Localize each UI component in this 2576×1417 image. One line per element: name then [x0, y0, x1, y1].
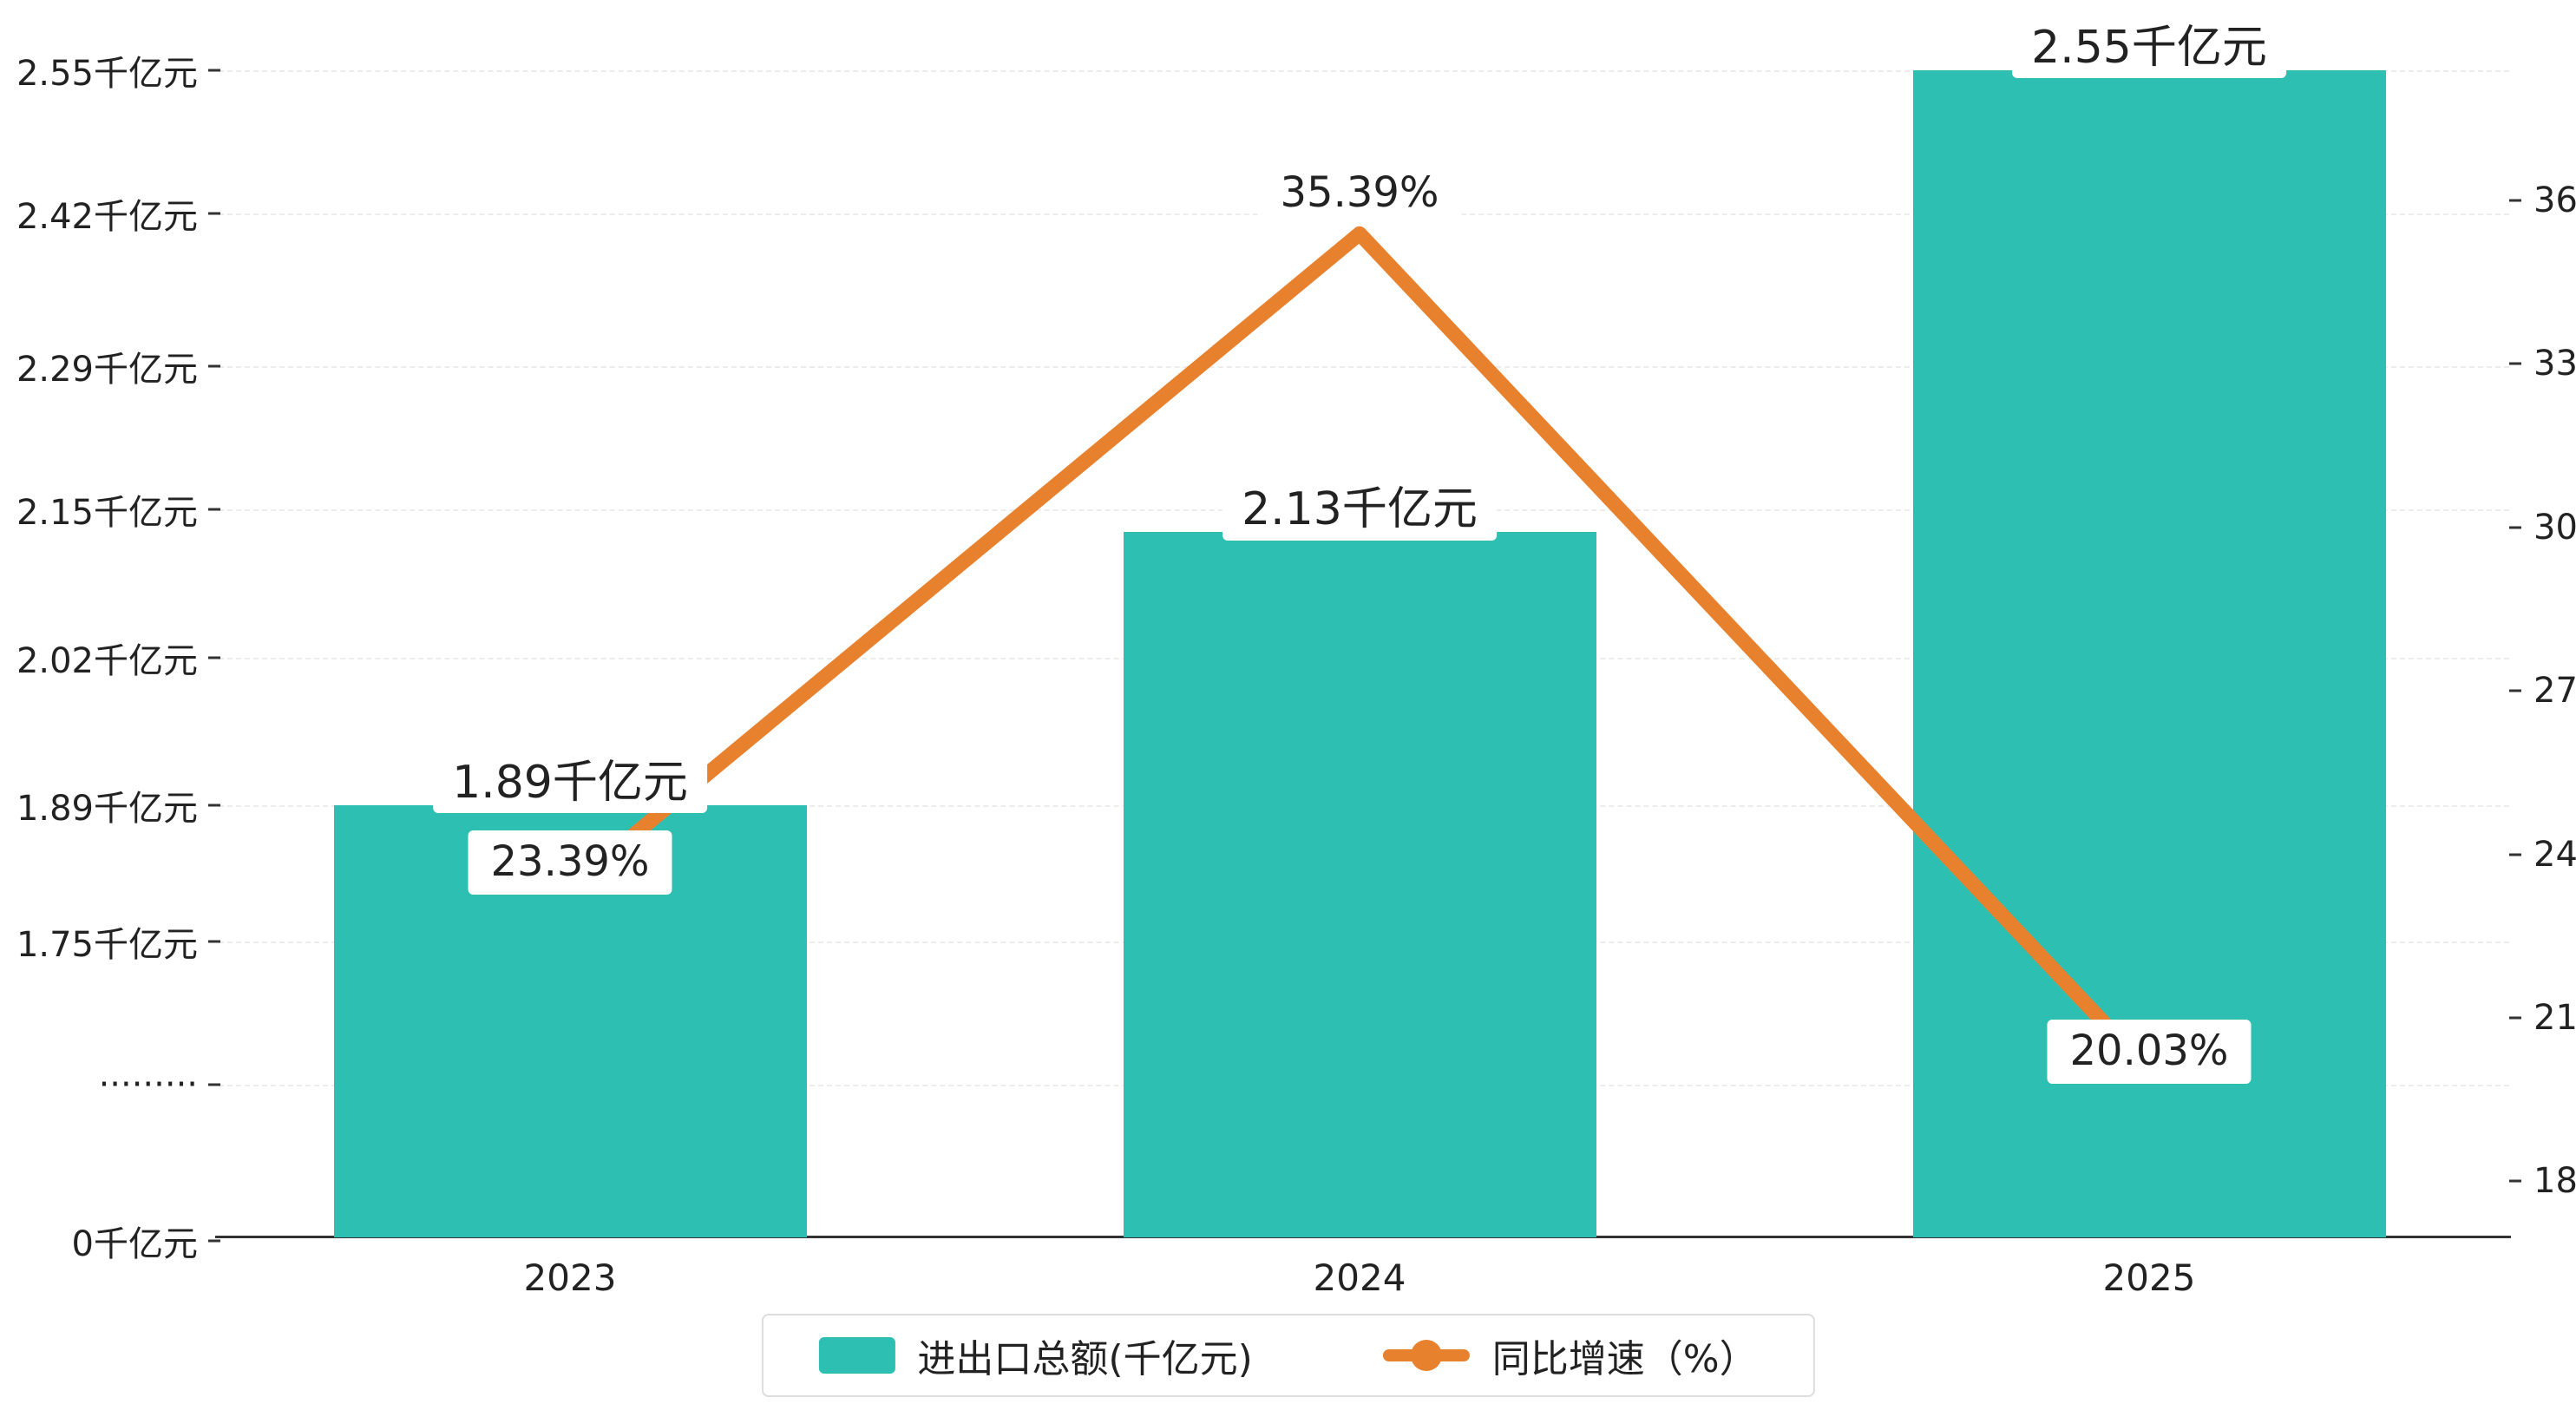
left-axis-tick-label: 0千亿元	[71, 1224, 198, 1264]
right-axis-tick-mark	[2509, 689, 2521, 692]
left-axis-tick-mark	[208, 364, 220, 368]
legend-label-total: 进出口总额(千亿元)	[917, 1337, 1253, 1381]
right-axis-tick-mark	[2509, 853, 2521, 856]
left-axis-tick-mark	[208, 1239, 220, 1243]
right-axis-tick-mark	[2509, 1016, 2521, 1020]
bar-value-label: 2.13千亿元	[1222, 479, 1497, 541]
legend-label-growth: 同比增速（%）	[1491, 1337, 1758, 1381]
bar-value-label: 2.55千亿元	[2012, 17, 2286, 79]
right-axis-tick-label: 33	[2533, 344, 2576, 384]
bar-series-swatch	[818, 1337, 895, 1374]
left-axis-tick-label: 1.75千亿元	[16, 925, 198, 965]
growth-rate-label: 23.39%	[468, 830, 672, 895]
left-axis-tick-label: 2.29千亿元	[16, 350, 198, 390]
legend: 进出口总额(千亿元) 同比增速（%）	[761, 1314, 1815, 1397]
left-axis-tick-mark	[208, 212, 220, 215]
x-axis-label: 2025	[2102, 1256, 2196, 1299]
left-axis-tick-label: 2.42千亿元	[16, 197, 198, 237]
legend-item-growth[interactable]: 同比增速（%）	[1382, 1328, 1758, 1383]
bar-2024	[1123, 532, 1596, 1237]
right-axis-tick-mark	[2509, 199, 2521, 202]
left-axis-tick-mark	[208, 940, 220, 943]
legend-item-total[interactable]: 进出口总额(千亿元)	[818, 1328, 1253, 1383]
right-axis-tick-label: 27	[2533, 671, 2576, 712]
left-axis-tick-mark	[208, 656, 220, 659]
right-axis-tick-label: 30	[2533, 507, 2576, 548]
right-axis-tick-label: 36	[2533, 180, 2576, 220]
growth-rate-label: 20.03%	[2047, 1019, 2252, 1084]
left-axis-tick-label: 1.89千亿元	[16, 789, 198, 829]
left-axis-tick-mark	[208, 69, 220, 72]
right-axis-tick-label: 21	[2533, 998, 2576, 1038]
left-axis-tick-label: ·········	[98, 1065, 198, 1105]
right-axis-tick-label: 18	[2533, 1161, 2576, 1202]
right-axis-tick-label: 24	[2533, 834, 2576, 875]
right-axis-tick-mark	[2509, 526, 2521, 529]
left-axis-tick-mark	[208, 804, 220, 807]
left-axis-tick-label: 2.55千亿元	[16, 54, 198, 94]
x-axis-label: 2024	[1313, 1256, 1406, 1299]
x-axis-label: 2023	[523, 1256, 617, 1299]
line-series-swatch	[1382, 1340, 1470, 1371]
line-marker-dot-icon	[1410, 1340, 1442, 1371]
left-axis-tick-label: 2.02千亿元	[16, 641, 198, 681]
growth-rate-label: 35.39%	[1257, 161, 1462, 226]
bar-value-label: 1.89千亿元	[433, 752, 707, 814]
right-axis-tick-mark	[2509, 1179, 2521, 1183]
right-axis-tick-mark	[2509, 362, 2521, 365]
left-axis-tick-mark	[208, 1083, 220, 1086]
left-axis-tick-label: 2.15千亿元	[16, 493, 198, 533]
gridline	[219, 70, 2509, 72]
left-axis-tick-mark	[208, 508, 220, 511]
